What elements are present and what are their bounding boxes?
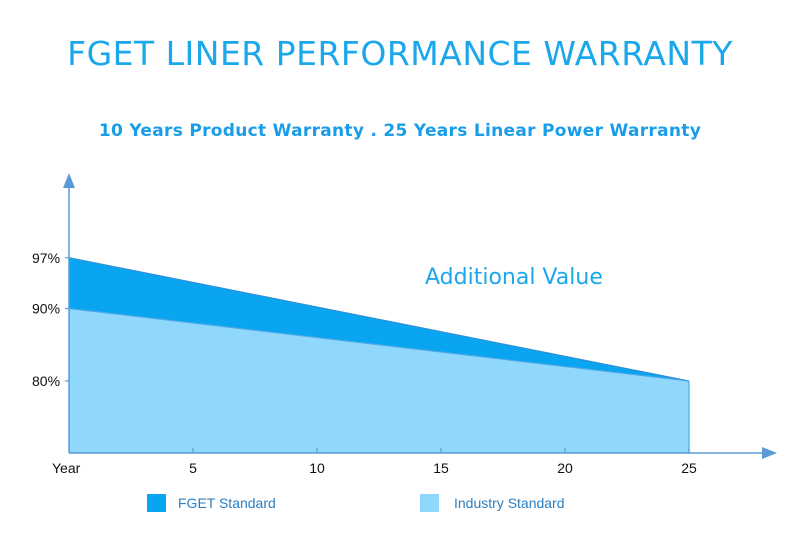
x-tick-label: 10	[309, 460, 325, 476]
x-tick-label: 20	[557, 460, 573, 476]
industry-standard-area	[69, 308, 689, 453]
industry-standard-line	[68, 307, 690, 382]
legend-fget-standard-label: FGET Standard	[178, 495, 276, 511]
y-tick-label: 97%	[32, 250, 60, 266]
legend-industry-standard-swatch	[420, 494, 439, 512]
legend: FGET Standard Industry Standard	[147, 494, 565, 512]
x-origin-label: Year	[52, 460, 81, 476]
chart-ticks: 97% 90% 80% Year 5 10 15 20 25	[32, 250, 697, 476]
chart-subtitle: 10 Years Product Warranty . 25 Years Lin…	[98, 121, 702, 141]
y-tick-label: 90%	[32, 301, 60, 317]
x-axis-arrow	[762, 447, 777, 459]
y-axis-arrow	[63, 173, 75, 188]
chart-axes	[63, 173, 777, 459]
chart-title: FGET LINER PERFORMANCE WARRANTY	[67, 34, 733, 73]
x-tick-label: 5	[189, 460, 197, 476]
x-tick-label: 25	[681, 460, 697, 476]
chart-areas	[68, 257, 690, 453]
legend-fget-standard-swatch	[147, 494, 166, 512]
additional-value-annotation: Additional Value	[425, 265, 603, 290]
y-tick-label: 80%	[32, 373, 60, 389]
fget-standard-line	[68, 257, 690, 382]
x-tick-label: 15	[433, 460, 449, 476]
legend-industry-standard-label: Industry Standard	[454, 495, 565, 511]
